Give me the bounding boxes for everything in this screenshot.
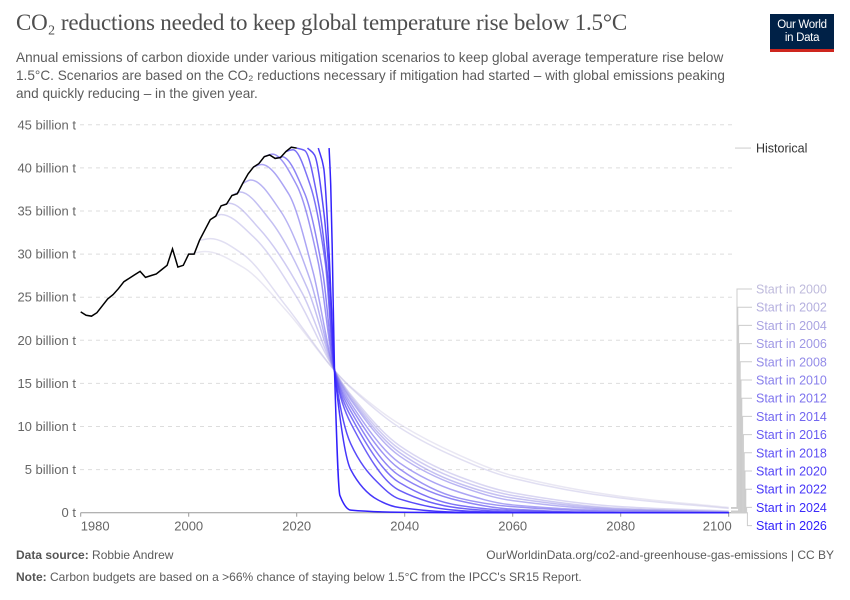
y-axis: 0 t 5 billion t 10 billion t 15 billion t 20… bbox=[17, 117, 76, 520]
series-lines bbox=[80, 146, 729, 514]
legend-label: Start in 2018 bbox=[756, 446, 827, 460]
legend-connector bbox=[731, 397, 752, 514]
data-source: Data source: Robbie Andrew bbox=[16, 548, 173, 562]
owid-logo[interactable]: Our World in Data bbox=[770, 14, 834, 52]
x-tick-label: 2000 bbox=[174, 519, 203, 534]
data-source-value[interactable]: Robbie Andrew bbox=[92, 548, 174, 562]
legend-label-historical: Historical bbox=[756, 142, 807, 156]
chart-subtitle: Annual emissions of carbon dioxide under… bbox=[16, 50, 725, 101]
x-tick-label: 2060 bbox=[498, 519, 527, 534]
x-tick-label: 1980 bbox=[81, 519, 110, 534]
series-line-start-in-2002 bbox=[199, 237, 729, 510]
series-line-start-in-2012 bbox=[253, 163, 729, 514]
series-line-start-in-2026 bbox=[328, 148, 729, 514]
series-line-start-in-2008 bbox=[231, 191, 729, 513]
y-tick-label: 25 billion t bbox=[17, 290, 76, 305]
legend-label: Start in 2010 bbox=[756, 374, 827, 388]
legend-label: Start in 2020 bbox=[756, 465, 827, 479]
note: Note: Carbon budgets are based on a >66%… bbox=[16, 570, 582, 584]
y-tick-label: 0 t bbox=[62, 505, 77, 520]
legend-label: Start in 2022 bbox=[756, 483, 827, 497]
logo-line-2: in Data bbox=[784, 32, 820, 44]
x-axis: 1980 2000 2020 2040 2060 2080 2100 bbox=[80, 512, 733, 534]
legend-connector bbox=[731, 288, 752, 509]
legend-label: Start in 2016 bbox=[756, 428, 827, 442]
x-tick-label: 2100 bbox=[703, 519, 732, 534]
y-tick-label: 30 billion t bbox=[17, 247, 76, 262]
series-line-start-in-2016 bbox=[274, 155, 729, 514]
x-tick-label: 2020 bbox=[282, 519, 311, 534]
legend-connector bbox=[731, 324, 752, 512]
legend-label: Start in 2000 bbox=[756, 283, 827, 297]
y-tick-label: 20 billion t bbox=[17, 333, 76, 348]
legend-label: Start in 2006 bbox=[756, 337, 827, 351]
series-line-historical bbox=[80, 146, 297, 317]
gridlines bbox=[80, 124, 733, 471]
logo-line-1: Our World bbox=[777, 19, 827, 31]
source-url[interactable]: OurWorldinData.org/co2-and-greenhouse-ga… bbox=[486, 548, 834, 562]
legend-label: Start in 2014 bbox=[756, 410, 827, 424]
series-line-start-in-2006 bbox=[220, 202, 729, 513]
series-line-start-in-2014 bbox=[264, 153, 729, 514]
series-line-start-in-2010 bbox=[242, 179, 729, 514]
note-value: Carbon budgets are based on a >66% chanc… bbox=[50, 570, 582, 584]
y-tick-label: 5 billion t bbox=[25, 462, 77, 477]
series-line-start-in-2024 bbox=[317, 147, 729, 514]
x-tick-label: 2080 bbox=[606, 519, 635, 534]
y-tick-label: 45 billion t bbox=[17, 117, 76, 132]
note-label: Note: bbox=[16, 570, 47, 584]
series-line-start-in-2020 bbox=[296, 147, 729, 514]
legend-label: Start in 2012 bbox=[756, 392, 827, 406]
legend-connector bbox=[731, 306, 752, 509]
series-line-start-in-2004 bbox=[215, 213, 729, 512]
series-line-start-in-2018 bbox=[285, 149, 729, 514]
y-tick-label: 40 billion t bbox=[17, 160, 76, 175]
legend-label: Start in 2002 bbox=[756, 301, 827, 315]
series-line-start-in-2000 bbox=[188, 250, 729, 509]
legend-label: Start in 2008 bbox=[756, 355, 827, 369]
x-tick-label: 2040 bbox=[390, 519, 419, 534]
y-tick-label: 10 billion t bbox=[17, 419, 76, 434]
chart-title: CO₂ reductions needed to keep global tem… bbox=[16, 10, 627, 35]
legend-label: Start in 2004 bbox=[756, 319, 827, 333]
legend-label: Start in 2026 bbox=[756, 519, 827, 533]
legend-connector bbox=[731, 512, 752, 527]
legend-label: Start in 2024 bbox=[756, 501, 827, 515]
legend: Historical Start in 2000 Start in 2002 Star… bbox=[731, 142, 827, 533]
data-source-label: Data source: bbox=[16, 548, 89, 562]
y-tick-label: 35 billion t bbox=[17, 204, 76, 219]
y-tick-label: 15 billion t bbox=[17, 376, 76, 391]
